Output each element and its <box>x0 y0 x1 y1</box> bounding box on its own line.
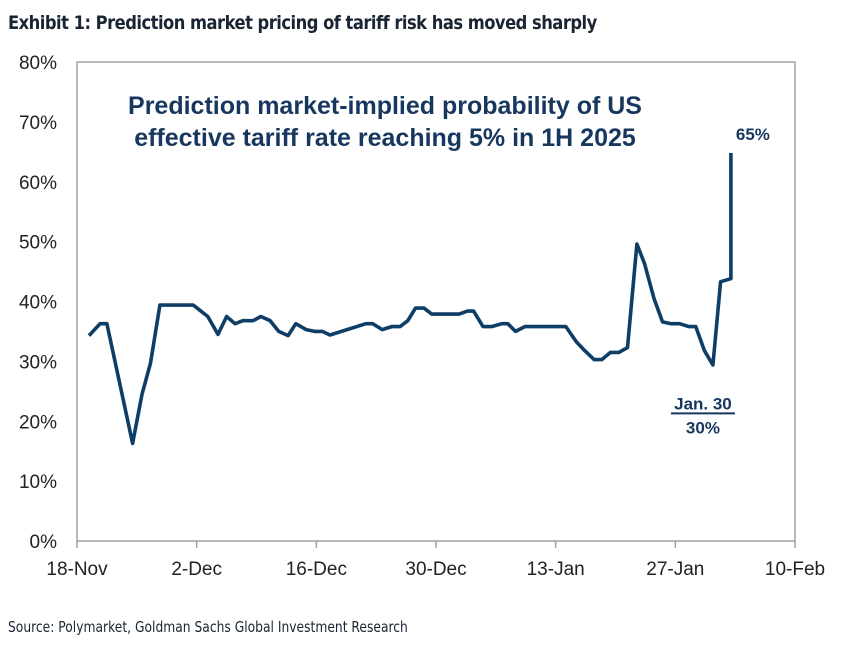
x-tick-label: 27-Jan <box>646 559 704 580</box>
annotation-date: Jan. 30 <box>674 394 732 413</box>
x-tick-label: 2-Dec <box>171 559 222 580</box>
y-tick-label: 20% <box>19 412 57 433</box>
series-line <box>87 153 733 446</box>
y-tick-label: 0% <box>30 532 58 553</box>
y-tick-label: 40% <box>19 293 57 314</box>
x-tick-label: 30-Dec <box>405 559 466 580</box>
chart-title-line-2: effective tariff rate reaching 5% in 1H … <box>134 124 636 152</box>
y-axis-ticks: 0% 10% 20% 30% 40% 50% 60% 70% 80% <box>19 53 57 553</box>
y-tick-label: 10% <box>19 472 57 493</box>
annotation-low-value: 30% <box>686 418 720 437</box>
x-tick-label: 13-Jan <box>527 559 585 580</box>
y-tick-label: 50% <box>19 233 57 254</box>
y-tick-label: 70% <box>19 113 57 134</box>
annotation-peak: 65% <box>736 125 770 144</box>
x-tick-label: 18-Nov <box>46 559 108 580</box>
y-tick-label: 80% <box>19 53 57 74</box>
y-tick-label: 30% <box>19 352 57 373</box>
series-group <box>87 153 733 446</box>
chart-title-line-1: Prediction market-implied probability of… <box>128 92 642 120</box>
exhibit-title: Exhibit 1: Prediction market pricing of … <box>8 12 597 34</box>
annotations: 65% Jan. 30 30% <box>670 125 770 437</box>
source-note: Source: Polymarket, Goldman Sachs Global… <box>8 618 408 636</box>
x-tick-label: 16-Dec <box>286 559 347 580</box>
y-tick-label: 60% <box>19 173 57 194</box>
x-axis-ticks: 18-Nov 2-Dec 16-Dec 30-Dec 13-Jan 27-Jan 10-Fe… <box>46 541 825 580</box>
x-tick-label: 10-Feb <box>765 559 825 580</box>
